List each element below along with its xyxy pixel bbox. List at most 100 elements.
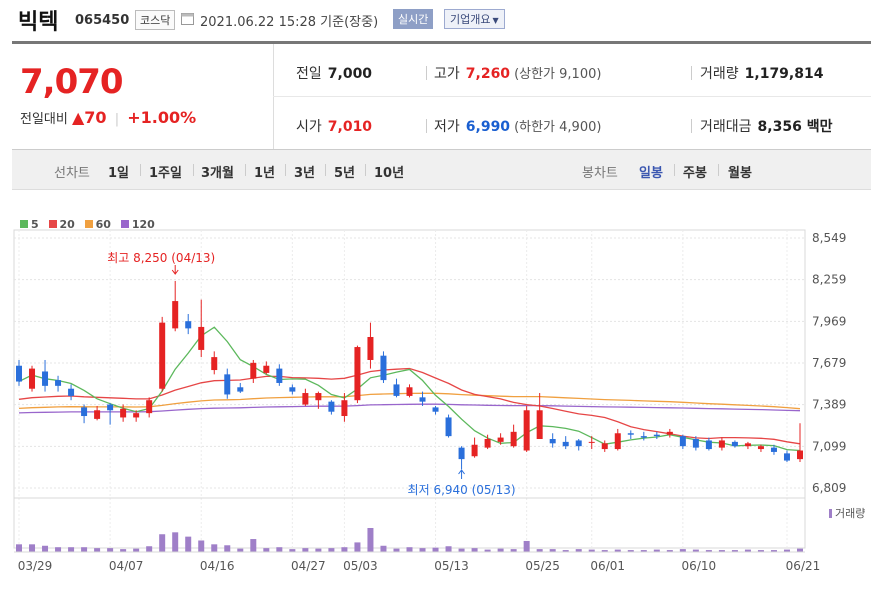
volume-bar [224,545,231,552]
candle-body [627,433,634,435]
candle-body [692,439,699,448]
x-tick-label: 05/03 [343,559,378,573]
candle-body [159,322,166,389]
tab-separator [325,164,326,176]
candle-body [757,446,764,450]
candle-body [380,355,387,381]
volume-bar [718,550,725,552]
candle-body [458,447,465,460]
x-tick-label: 06/01 [590,559,625,573]
high-cell: 고가 7,260 (상한가 9,100) [434,63,601,83]
candle-body [341,400,348,417]
legend-swatch [20,220,28,228]
tab-weekly[interactable]: 주봉 [683,166,707,181]
high-value: 7,260 [465,66,511,82]
volume-bar [640,550,647,552]
volume-bar [94,548,101,552]
legend-label: 5 [31,218,39,231]
low-value: 6,990 [465,119,511,135]
tab-3month[interactable]: 3개월 [201,166,234,181]
candle-body [523,410,530,451]
realtime-button[interactable]: 실시간 [393,9,434,29]
candle-body [16,365,22,382]
volume-bar [744,549,751,552]
volume-bar [328,548,335,552]
candle-body [640,436,647,438]
candle-body [679,436,686,447]
chevron-down-icon: ▼ [492,16,499,25]
candle-body [744,443,751,447]
y-tick-label: 7,679 [812,356,846,370]
volume-bar [29,544,36,552]
market-badge: 코스닥 [135,10,176,30]
volume-bar [679,549,686,552]
panel-row-divider [273,96,871,97]
tab-1week[interactable]: 1주일 [149,166,182,181]
change-separator: | [114,112,120,127]
tab-10year[interactable]: 10년 [374,166,405,181]
volume-bar [614,549,621,552]
candle-body [133,413,140,418]
volume-bar [549,549,556,552]
tab-1day[interactable]: 1일 [108,166,130,181]
candle-body [29,368,36,389]
volume-bar [445,546,452,552]
company-info-button[interactable]: 기업개요 ▼ [444,9,505,29]
volume-bar [315,548,322,552]
header-divider [12,41,871,44]
stock-code: 065450 [75,13,130,28]
x-tick-label: 05/13 [434,559,469,573]
volume-bar [380,545,387,552]
candle-body [237,387,244,392]
current-price: 7,070 [20,62,124,102]
candle-body [666,431,673,435]
tab-monthly[interactable]: 월봉 [728,166,752,181]
candle-body [705,440,712,450]
tab-5year[interactable]: 5년 [334,166,356,181]
candle-body [185,321,192,329]
tab-3year[interactable]: 3년 [294,166,316,181]
candle-body [432,407,439,412]
candle-body [42,371,49,386]
volume-bar [302,548,309,552]
open-label: 시가 [296,119,322,135]
candle-body [575,440,582,447]
volume-legend-swatch [829,509,832,518]
max-annotation: 최고 8,250 (04/13) [107,251,215,265]
cell-separator [691,66,692,80]
chart-tab-bar: 선차트 1일 1주일 3개월 1년 3년 5년 10년 봉차트 일봉 주봉 월봉 [12,150,871,190]
volume-bar [198,540,205,552]
line-chart-label: 선차트 [54,166,90,181]
tab-separator [193,164,194,176]
volume-bar [601,550,608,552]
candle-body [653,434,660,437]
tab-separator [365,164,366,176]
candle-body [510,431,517,447]
low-label: 저가 [434,119,460,135]
legend-ma5: 5 [20,218,39,231]
candle-body [562,441,569,447]
volume-bar [354,542,361,552]
max-arrow [171,265,179,275]
prev-close-value: 7,000 [327,66,373,82]
high-label: 고가 [434,66,460,82]
y-tick-label: 8,259 [812,273,846,287]
cell-separator [691,119,692,133]
volume-bar [185,536,192,552]
change-row: 전일대비 ▲70 | +1.00% [20,108,196,127]
tab-1year[interactable]: 1년 [254,166,276,181]
y-tick-label: 8,549 [812,231,846,245]
volume-bar [666,550,673,552]
legend-label: 120 [131,218,155,231]
volume-bar [276,547,283,552]
y-tick-label: 7,099 [812,439,846,453]
candle-body [718,440,725,448]
lower-limit: (하한가 4,900) [514,120,602,135]
volume-bar [107,548,114,552]
prev-close-cell: 전일 7,000 [296,63,372,83]
tab-daily[interactable]: 일봉 [639,166,663,181]
volume-bar [367,528,374,552]
volume-bar [120,549,127,552]
y-tick-label: 7,389 [812,398,846,412]
